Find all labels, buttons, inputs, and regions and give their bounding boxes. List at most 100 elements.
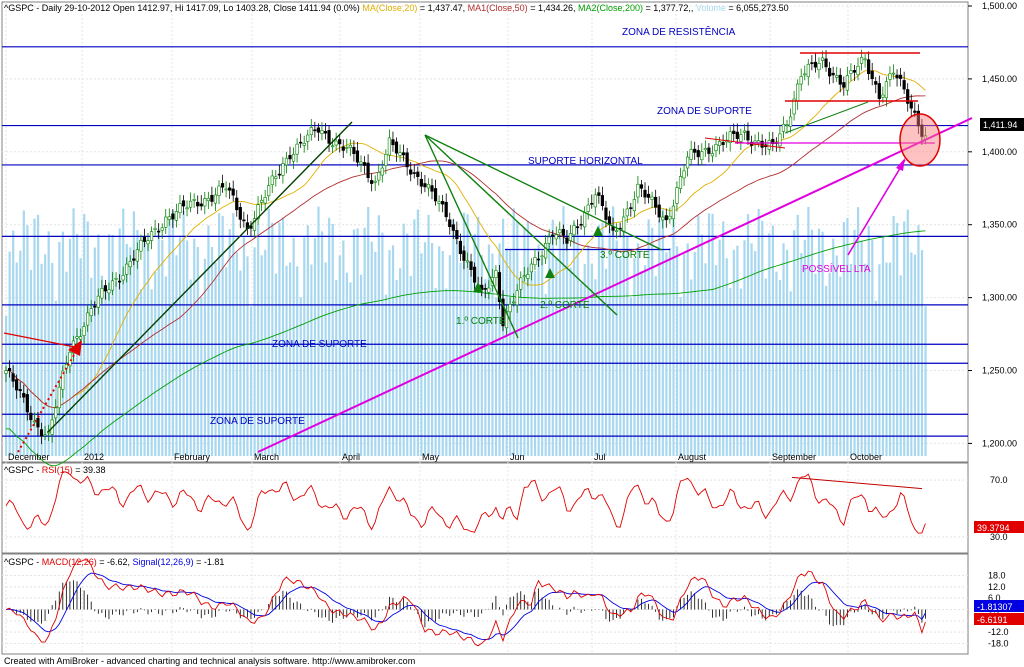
- candle-body: [462, 250, 466, 261]
- volume-bar: [122, 208, 125, 456]
- volume-bar: [739, 288, 743, 456]
- candle-body: [874, 81, 878, 85]
- macd-line: [5, 559, 926, 647]
- volume-bar: [466, 214, 469, 456]
- corte-arrow: [473, 282, 483, 292]
- volume-bar: [5, 316, 8, 456]
- candle-body: [110, 280, 115, 291]
- candle-body: [561, 228, 565, 236]
- price-tick-label: 1,200.00: [982, 438, 1017, 448]
- volume-bar: [271, 222, 274, 456]
- macd-badge: -6.6191: [977, 615, 1008, 625]
- volume-bar: [175, 255, 178, 456]
- volume-bar: [391, 245, 395, 456]
- volume-bar: [853, 229, 856, 456]
- candle-body: [277, 173, 281, 176]
- month-label: August: [678, 452, 707, 462]
- volume-bar: [597, 225, 601, 456]
- volume-bar: [541, 257, 544, 456]
- candle-body: [323, 131, 328, 134]
- volume-bar: [409, 275, 412, 456]
- candle-body: [746, 130, 750, 141]
- volume-bar: [200, 297, 203, 456]
- volume-bar: [707, 213, 711, 456]
- volume-bar: [629, 297, 632, 456]
- candle-body: [192, 199, 196, 201]
- candle-body: [465, 260, 470, 263]
- month-label: May: [422, 452, 440, 462]
- volume-bar: [750, 243, 753, 456]
- volume-bar: [516, 221, 519, 456]
- volume-bar: [246, 256, 249, 456]
- volume-bar: [12, 230, 15, 456]
- volume-bar: [292, 237, 295, 456]
- volume-bar: [19, 250, 22, 456]
- candle-body: [551, 234, 555, 237]
- volume-bar: [303, 237, 306, 456]
- candle-body: [348, 144, 352, 148]
- macd-signal-badge: -1.81307: [977, 602, 1013, 612]
- volume-bar: [331, 223, 334, 456]
- volume-bar: [395, 280, 398, 456]
- candle-body: [284, 157, 289, 166]
- candle-body: [646, 193, 651, 198]
- volume-bar: [906, 209, 909, 456]
- volume-bar: [459, 262, 462, 456]
- candle-body: [210, 194, 214, 202]
- macd-tick-label: -18.0: [988, 638, 1009, 648]
- candle-body: [18, 389, 22, 392]
- volume-bar: [33, 218, 36, 456]
- volume-bar: [743, 240, 746, 456]
- volume-bar: [704, 263, 707, 456]
- volume-bar: [604, 268, 608, 456]
- candle-body: [792, 98, 796, 115]
- volume-bar: [672, 219, 675, 456]
- volume-bar: [47, 231, 50, 456]
- candle-body: [710, 153, 715, 157]
- candle-body: [78, 336, 83, 340]
- volume-bar: [242, 237, 246, 456]
- candle-body: [366, 162, 370, 178]
- candle-body: [831, 72, 835, 76]
- volume-bar: [338, 255, 341, 456]
- volume-bar: [402, 223, 405, 456]
- annotation-corte-2: 2.º CORTE: [540, 300, 590, 311]
- volume-bar: [644, 265, 647, 456]
- volume-bar: [281, 217, 285, 456]
- volume-bar: [147, 239, 150, 456]
- candle-body: [142, 237, 147, 242]
- macd-tick-label: 6.0: [988, 593, 1001, 603]
- candle-body: [362, 162, 367, 166]
- red-resistance-line: [3, 332, 81, 349]
- volume-bar: [413, 219, 416, 456]
- candle-body: [881, 94, 885, 98]
- volume-bar: [306, 225, 309, 456]
- macd-panel: [1, 553, 969, 655]
- candle-body: [895, 74, 899, 79]
- volume-bar: [377, 215, 380, 456]
- candle-body: [242, 219, 246, 222]
- candle-body: [838, 74, 842, 85]
- candle-body: [391, 139, 395, 146]
- volume-bar: [423, 242, 427, 456]
- volume-bar: [367, 206, 370, 456]
- corte-arrow: [593, 226, 603, 236]
- candle-body: [327, 130, 331, 144]
- volume-bar: [683, 254, 686, 456]
- candle-body: [441, 201, 445, 205]
- candle-body: [590, 203, 594, 205]
- candle-body: [437, 201, 441, 204]
- volume-bar: [796, 214, 799, 456]
- volume-bar: [722, 221, 725, 456]
- volume-bar: [51, 262, 54, 456]
- volume-bar: [697, 215, 700, 456]
- candle-body: [203, 198, 207, 207]
- volume-bar: [470, 265, 473, 456]
- volume-bar: [150, 289, 153, 456]
- candle-body: [526, 274, 530, 279]
- volume-bar: [356, 228, 359, 456]
- candle-body: [43, 434, 47, 437]
- candle-body: [345, 147, 349, 149]
- volume-bar: [289, 262, 292, 456]
- candle-body: [913, 110, 917, 113]
